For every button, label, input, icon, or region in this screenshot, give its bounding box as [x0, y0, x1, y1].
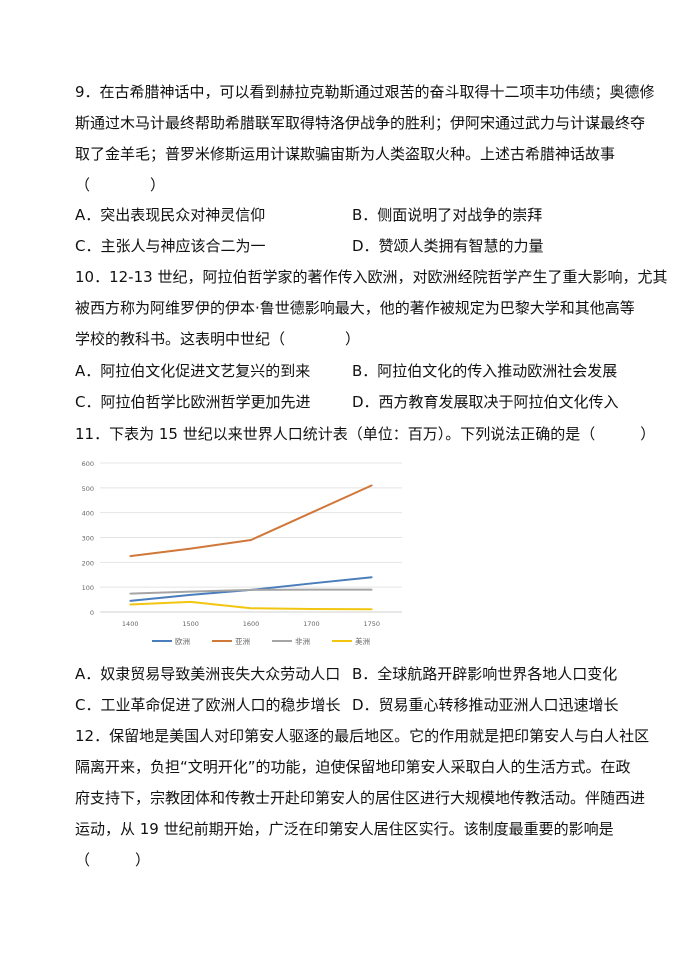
- data-point: [310, 588, 313, 591]
- q9-option-d: D．赞颂人类拥有智慧的力量: [352, 237, 544, 255]
- series-line-1: [130, 484, 373, 558]
- q10-option-b: B．阿拉伯文化的传入推动欧洲社会发展: [352, 362, 618, 380]
- population-line-chart: 0 100 200 300 400 500 600 1400 1500 1600 1700 1750 欧…: [82, 460, 402, 646]
- data-point: [129, 600, 131, 602]
- data-point: [371, 484, 373, 487]
- q10-option-a: A．阿拉伯文化促进文艺复兴的到来: [75, 362, 311, 380]
- q11-option-c: C．工业革命促进了欧洲人口的稳步增长: [75, 696, 341, 714]
- q10-stem-line: 10．12-13 世纪，阿拉伯哲学家的著作传入欧洲，对欧洲经院哲学产生了重大影响…: [75, 268, 668, 286]
- data-point: [129, 603, 131, 606]
- q12-stem-line: 隔离开来，负担“文明开化”的功能，迫使保留地印第安人采取白人的生活方式。在政: [75, 758, 631, 776]
- q9-option-b: B．侧面说明了对战争的崇拜: [352, 206, 543, 224]
- data-point: [310, 511, 313, 514]
- data-point: [129, 592, 131, 595]
- y-tick-label: 100: [82, 584, 94, 592]
- x-tick-label: 1500: [182, 620, 199, 628]
- data-point: [250, 539, 252, 541]
- legend-label: 欧洲: [175, 636, 190, 646]
- q12-stem-line: （ ）: [75, 851, 151, 869]
- q9-option-a: A．突出表现民众对神灵信仰: [75, 206, 266, 224]
- y-tick-label: 500: [82, 485, 94, 493]
- q10-option-c: C．阿拉伯哲学比欧洲哲学更加先进: [75, 393, 311, 411]
- y-tick-label: 300: [82, 535, 94, 543]
- x-tick-label: 1750: [364, 620, 381, 628]
- data-point: [371, 576, 373, 579]
- data-point: [250, 607, 252, 610]
- q9-stem-line: 斯通过木马计最终帮助希腊联军取得特洛伊战争的胜利；伊阿宋通过武力与计谋最终夺: [75, 114, 646, 132]
- data-point: [189, 547, 192, 550]
- q9-option-c: C．主张人与神应该合二为一: [75, 237, 266, 255]
- q9-stem-line: 9．在古希腊神话中，可以看到赫拉克勒斯通过艰苦的奋斗取得十二项丰功伟绩；奥德修: [75, 83, 655, 101]
- x-tick-label: 1600: [243, 620, 260, 628]
- data-point: [189, 594, 192, 596]
- legend-label: 亚洲: [235, 637, 250, 646]
- data-point: [371, 588, 373, 591]
- data-point: [310, 608, 313, 610]
- q9-stem-line: （ ）: [75, 176, 166, 194]
- q11-option-a: A．奴隶贸易导致美洲丧失大众劳动人口: [75, 665, 341, 683]
- y-tick-label: 0: [90, 609, 94, 617]
- y-tick-label: 600: [82, 460, 94, 468]
- q10-option-d: D．西方教育发展取决于阿拉伯文化传入: [352, 393, 619, 411]
- q10-stem-line: 被西方称为阿维罗伊的伊本·鲁世德影响最大，他的著作被规定为巴黎大学和其他高等: [75, 299, 635, 317]
- q11-option-d: D．贸易重心转移推动亚洲人口迅速增长: [352, 696, 619, 714]
- legend-label: 非洲: [295, 636, 310, 646]
- q12-stem-line: 运动，从 19 世纪前期开始，广泛在印第安人居住区实行。该制度最重要的影响是: [75, 820, 614, 838]
- q10-stem-line: 学校的教科书。这表明中世纪（ ）: [75, 330, 361, 348]
- data-point: [250, 589, 252, 591]
- q12-stem-line: 府支持下，宗教团体和传教士开赴印第安人的居住区进行大规模地传教活动。伴随西进: [75, 789, 646, 807]
- data-point: [189, 601, 192, 603]
- x-tick-label: 1400: [122, 620, 139, 628]
- q11-option-b: B．全球航路开辟影响世界各地人口变化: [352, 665, 618, 683]
- data-point: [189, 590, 192, 593]
- y-tick-label: 200: [82, 559, 94, 567]
- q9-stem-line: 取了金羊毛；普罗米修斯运用计谋欺骗宙斯为人类盗取火种。上述古希腊神话故事: [75, 145, 616, 163]
- y-tick-label: 400: [82, 510, 94, 518]
- q11-stem-line: 11．下表为 15 世纪以来世界人口统计表（单位：百万）。下列说法正确的是（ ）: [75, 425, 656, 443]
- data-point: [371, 608, 373, 611]
- legend-label: 美洲: [355, 636, 370, 646]
- data-point: [310, 582, 313, 585]
- q12-stem-line: 12．保留地是美国人对印第安人驱逐的最后地区。它的作用就是把印第安人与白人社区: [75, 727, 650, 745]
- data-point: [129, 555, 131, 557]
- x-tick-label: 1700: [303, 620, 320, 628]
